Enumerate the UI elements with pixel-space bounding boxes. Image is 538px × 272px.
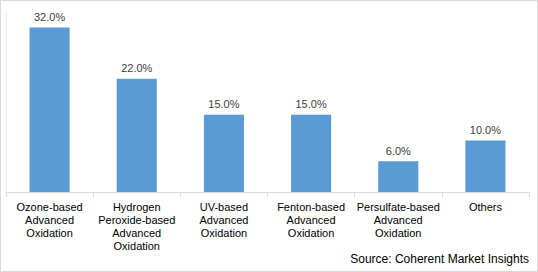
svg-text:6.0%: 6.0% <box>386 145 411 157</box>
svg-text:Advanced: Advanced <box>287 214 336 226</box>
svg-text:Hydrogen: Hydrogen <box>113 201 161 213</box>
svg-text:32.0%: 32.0% <box>34 11 65 23</box>
svg-text:15.0%: 15.0% <box>208 98 239 110</box>
svg-text:Advanced: Advanced <box>374 214 423 226</box>
svg-text:22.0%: 22.0% <box>121 62 152 74</box>
svg-text:Peroxide-based: Peroxide-based <box>98 214 175 226</box>
svg-text:Oxidation: Oxidation <box>114 240 160 252</box>
svg-text:Persulfate-based: Persulfate-based <box>357 201 440 213</box>
svg-text:Oxidation: Oxidation <box>26 227 72 239</box>
svg-text:Source: Coherent Market Insigh: Source: Coherent Market Insights <box>350 252 529 266</box>
svg-text:Oxidation: Oxidation <box>375 227 421 239</box>
svg-text:Advanced: Advanced <box>25 214 74 226</box>
svg-text:Advanced: Advanced <box>199 214 248 226</box>
svg-text:Ozone-based: Ozone-based <box>17 201 83 213</box>
svg-text:10.0%: 10.0% <box>470 124 501 136</box>
svg-text:Oxidation: Oxidation <box>288 227 334 239</box>
svg-text:15.0%: 15.0% <box>295 98 326 110</box>
svg-text:Fenton-based: Fenton-based <box>277 201 345 213</box>
svg-text:Oxidation: Oxidation <box>201 227 247 239</box>
svg-text:UV-based: UV-based <box>200 201 248 213</box>
svg-text:Others: Others <box>469 201 503 213</box>
svg-text:Advanced: Advanced <box>112 227 161 239</box>
